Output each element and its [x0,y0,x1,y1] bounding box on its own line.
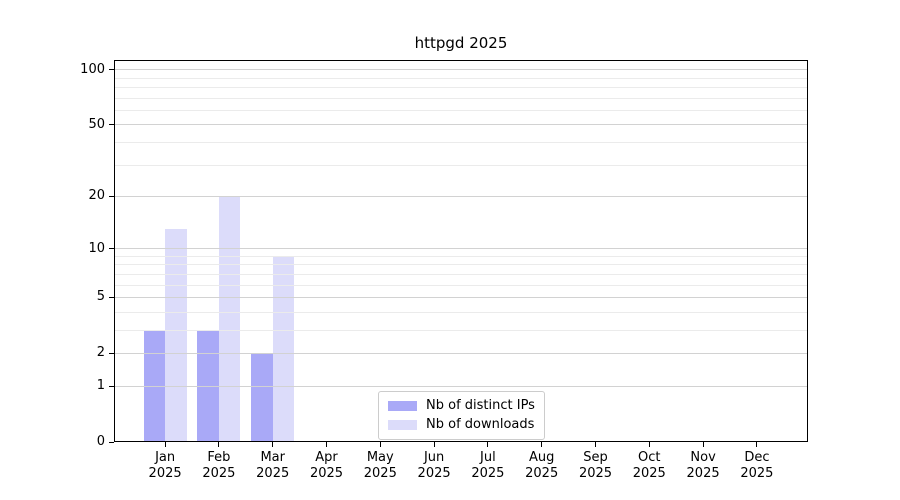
y-tick-label: 1 [96,378,105,394]
legend-item-distinct-ips: Nb of distinct IPs [388,398,535,414]
y-tick-mark [109,385,114,387]
x-tick-mark [541,442,543,447]
gridline-major [115,69,807,71]
x-tick-label: Apr 2025 [309,450,344,481]
y-tick-label: 2 [96,345,105,361]
gridline-minor [115,87,807,89]
y-tick-mark [109,441,114,443]
y-tick-label: 50 [88,116,105,132]
x-tick-mark [594,442,596,447]
gridline-major [115,124,807,126]
x-tick-label: Jun 2025 [417,450,451,481]
gridline-minor [115,141,807,143]
gridline-minor [115,311,807,313]
x-tick-label: Aug 2025 [525,450,559,481]
gridline-minor [115,77,807,79]
y-tick-mark [109,195,114,197]
x-tick-label: Feb 2025 [202,450,236,481]
y-tick-mark [109,248,114,250]
x-tick-label: May 2025 [363,450,397,481]
bar-distinct-ips-mar [251,353,273,442]
gridline-minor [115,109,807,111]
bar-downloads-feb [218,196,241,442]
gridline-major [115,352,807,354]
x-tick-mark [433,442,435,447]
x-tick-mark [218,442,220,447]
x-tick-mark [272,442,274,447]
x-tick-mark [756,442,758,447]
gridline-minor [115,273,807,275]
y-tick-label: 0 [96,434,105,449]
gridline-major [115,195,807,197]
legend-swatch-distinct-ips [388,401,417,411]
y-tick-mark [109,296,114,298]
gridline-minor [115,264,807,266]
gridline-minor [115,97,807,99]
x-tick-label: Mar 2025 [256,450,290,481]
y-tick-label: 5 [96,289,105,305]
x-tick-label: Jan 2025 [148,450,182,481]
gridline-major [115,385,807,387]
legend-swatch-downloads [388,420,417,430]
legend-item-downloads: Nb of downloads [388,417,535,433]
y-tick-mark [109,352,114,354]
x-tick-mark [648,442,650,447]
y-tick-mark [109,69,114,71]
legend-label-downloads: Nb of downloads [426,417,535,432]
x-tick-label: Jul 2025 [471,450,505,481]
x-tick-mark [702,442,704,447]
y-tick-label: 20 [88,188,105,204]
y-tick-label: 100 [80,61,105,77]
x-tick-label: Dec 2025 [740,450,774,481]
chart-title: httpgd 2025 [414,34,508,52]
x-tick-mark [164,442,166,447]
gridline-minor [115,164,807,166]
x-tick-label: Oct 2025 [632,450,666,481]
legend: Nb of distinct IPs Nb of downloads [378,391,545,440]
gridline-minor [115,284,807,286]
gridline-major [115,296,807,298]
x-tick-mark [379,442,381,447]
gridline-major [115,248,807,250]
y-tick-label: 10 [88,240,105,256]
bar-downloads-jan [165,229,187,442]
y-tick-mark [109,124,114,126]
x-tick-label: Nov 2025 [686,450,720,481]
x-tick-mark [326,442,327,447]
bar-downloads-mar [272,256,295,442]
x-tick-mark [487,442,489,447]
x-tick-label: Sep 2025 [578,450,613,481]
legend-label-distinct-ips: Nb of distinct IPs [426,398,535,413]
gridline-minor [115,329,807,331]
gridline-minor [115,255,807,257]
